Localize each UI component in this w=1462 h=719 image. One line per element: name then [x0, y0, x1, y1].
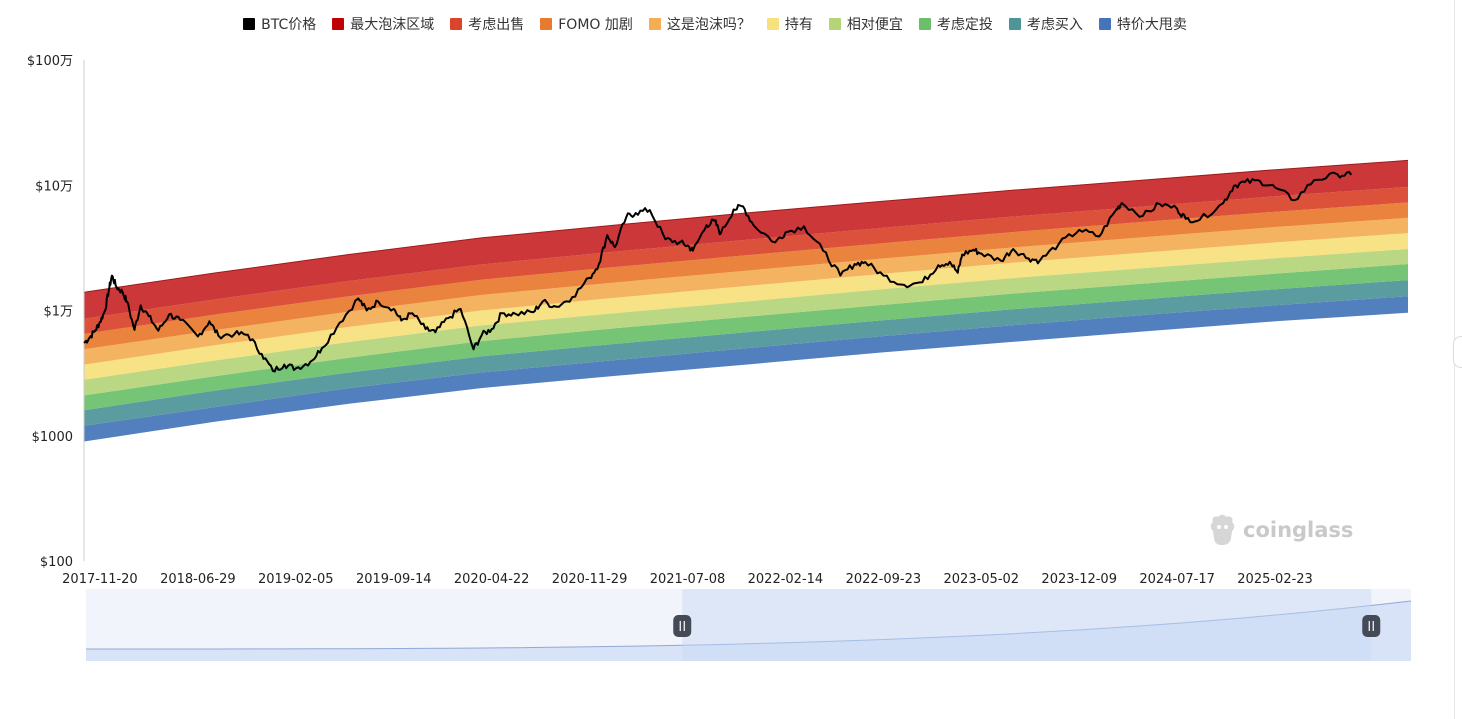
coinglass-logo-icon	[1210, 514, 1235, 545]
legend-swatch	[1098, 18, 1111, 30]
legend-label: 持有	[784, 17, 813, 33]
rainbow-band	[84, 280, 1408, 426]
x-tick-label: 2025-02-23	[1237, 572, 1313, 587]
watermark-text: coinglass	[1243, 518, 1353, 542]
x-tick-label: 2017-11-20	[62, 572, 138, 587]
rainbow-band	[84, 249, 1408, 396]
legend-swatch	[828, 18, 841, 30]
legend-swatch	[243, 18, 256, 30]
rainbow-band	[84, 186, 1408, 334]
legend-swatch	[648, 18, 661, 30]
price-layer	[83, 170, 1353, 373]
legend-item[interactable]: 这是泡沫吗？	[648, 14, 751, 34]
legend-item[interactable]: BTC价格	[243, 14, 316, 34]
rainbow-band	[84, 296, 1408, 442]
chart-legend: BTC价格 最大泡沫区域 考虑出售 FOMO 加剧 这是泡沫吗？ 持有 相对便宜 考虑定投 考虑…	[0, 14, 1430, 34]
zoom-overview-area	[86, 601, 1411, 661]
y-tick-label: $10万	[35, 179, 73, 194]
legend-label: 考虑出售	[468, 17, 525, 33]
coinglass-watermark: coinglass	[1210, 514, 1353, 545]
rainbow-band	[84, 264, 1408, 411]
legend-swatch	[1008, 18, 1021, 30]
legend-item[interactable]: 考虑定投	[918, 14, 993, 34]
legend-item[interactable]: 考虑买入	[1008, 14, 1083, 34]
y-axis: $100 $1000 $1万 $10万 $100万	[27, 54, 85, 570]
legend-item[interactable]: 持有	[766, 14, 813, 34]
legend-label: 最大泡沫区域	[350, 17, 435, 33]
legend-label: 这是泡沫吗？	[666, 17, 751, 33]
legend-swatch	[540, 18, 553, 30]
legend-item[interactable]: 考虑出售	[450, 14, 524, 34]
x-tick-label: 2019-02-05	[258, 572, 334, 587]
x-tick-label: 2024-07-17	[1139, 572, 1215, 587]
side-panel-handle[interactable]	[1453, 336, 1462, 368]
x-tick-label: 2018-06-29	[160, 572, 236, 587]
rainbow-band	[84, 217, 1408, 365]
x-tick-label: 2022-09-23	[846, 572, 922, 587]
zoom-right-handle[interactable]	[1362, 615, 1381, 637]
legend-item[interactable]: 相对便宜	[828, 14, 903, 34]
rainbow-band	[84, 233, 1408, 380]
legend-label: BTC价格	[261, 17, 317, 33]
x-axis: 2017-11-20 2018-06-29 2019-02-05 2019-09-14…	[62, 572, 1313, 587]
x-tick-label: 2021-07-08	[650, 572, 726, 587]
btc-price-line	[83, 170, 1353, 373]
x-tick-label: 2023-12-09	[1041, 572, 1117, 587]
y-tick-label: $100	[40, 555, 73, 570]
x-tick-label: 2022-02-14	[748, 572, 824, 587]
y-tick-label: $100万	[27, 54, 73, 69]
legend-item[interactable]: 特价大甩卖	[1098, 14, 1187, 34]
rainbow-band	[84, 160, 1408, 319]
legend-label: FOMO 加剧	[558, 17, 633, 33]
legend-label: 考虑买入	[1026, 17, 1083, 33]
x-tick-label: 2020-11-29	[552, 572, 628, 587]
legend-item[interactable]: 最大泡沫区域	[332, 14, 434, 34]
zoom-selected-window[interactable]	[682, 589, 1372, 661]
x-tick-label: 2020-04-22	[454, 572, 530, 587]
legend-swatch	[450, 18, 463, 30]
legend-label: 相对便宜	[846, 17, 903, 33]
legend-swatch	[918, 18, 931, 30]
zoom-overview-line	[86, 600, 1412, 650]
legend-label: 考虑定投	[936, 17, 993, 33]
x-tick-label: 2023-05-02	[944, 572, 1020, 587]
rainbow-bands	[83, 159, 1409, 442]
rainbow-band	[84, 202, 1408, 350]
legend-swatch	[766, 18, 779, 30]
legend-item[interactable]: FOMO 加剧	[540, 14, 633, 34]
zoom-left-handle[interactable]	[673, 615, 692, 637]
y-tick-label: $1000	[32, 430, 73, 445]
zoom-slider[interactable]	[86, 589, 1412, 661]
legend-swatch	[332, 18, 345, 30]
legend-label: 特价大甩卖	[1116, 17, 1187, 33]
x-tick-label: 2019-09-14	[356, 572, 432, 587]
y-tick-label: $1万	[43, 305, 73, 320]
